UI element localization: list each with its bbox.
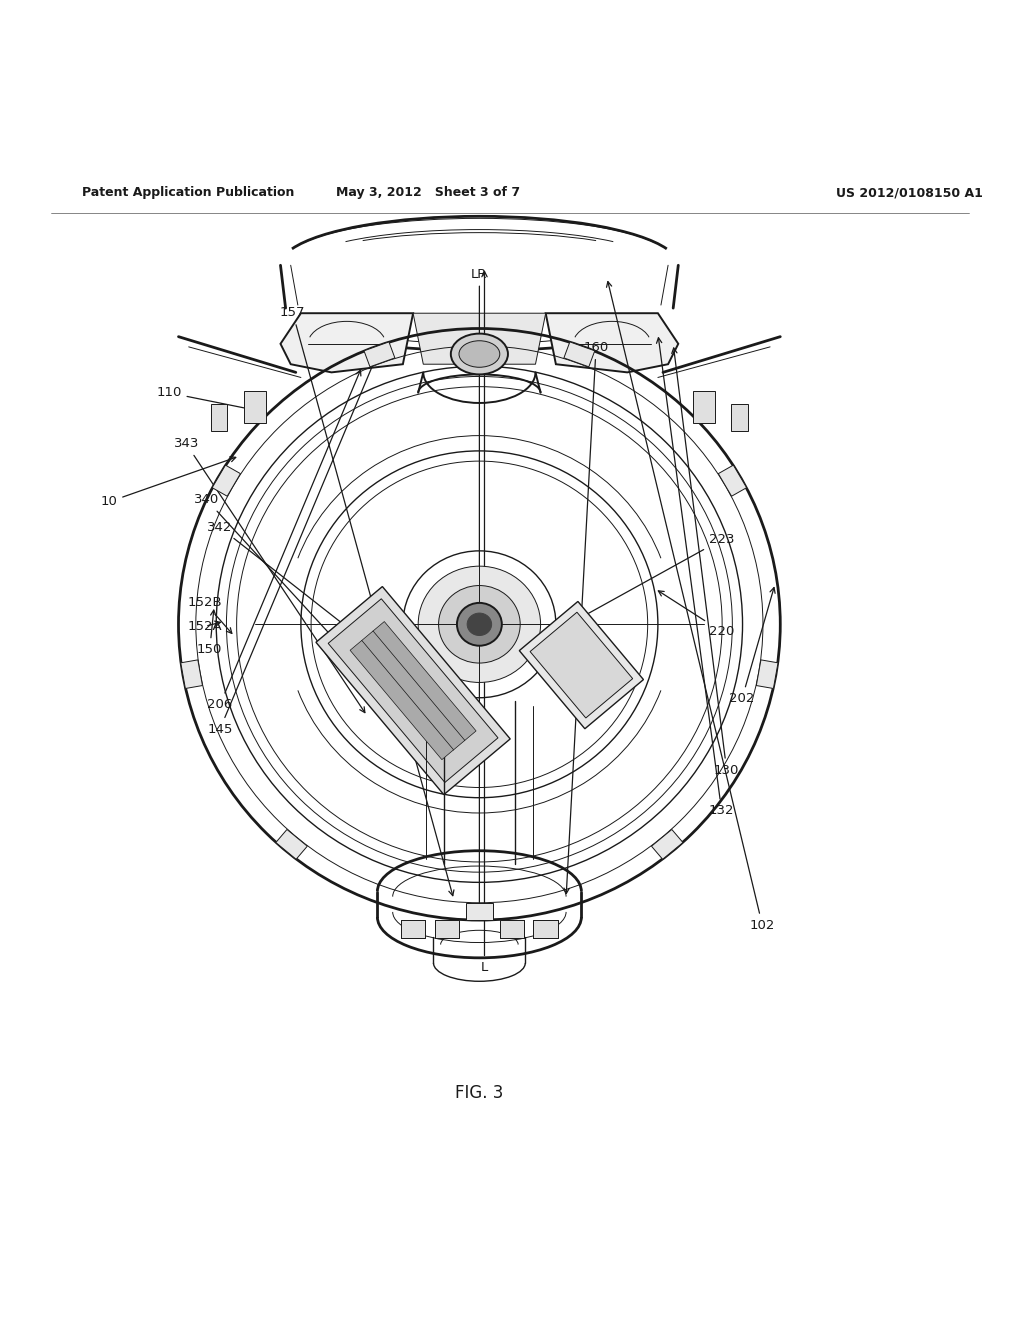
Text: 160: 160: [564, 341, 608, 894]
Polygon shape: [757, 660, 778, 689]
Text: 150: 150: [197, 610, 222, 656]
Ellipse shape: [457, 603, 502, 645]
Polygon shape: [651, 829, 683, 859]
Polygon shape: [181, 660, 203, 689]
Polygon shape: [373, 622, 476, 741]
Text: 152A: 152A: [187, 620, 222, 632]
Polygon shape: [692, 391, 715, 424]
Text: 220: 220: [658, 591, 734, 638]
Text: 10: 10: [100, 457, 236, 508]
Polygon shape: [212, 465, 241, 496]
Text: May 3, 2012   Sheet 3 of 7: May 3, 2012 Sheet 3 of 7: [336, 186, 520, 199]
Ellipse shape: [459, 341, 500, 367]
Text: 340: 340: [194, 494, 370, 677]
Polygon shape: [564, 342, 595, 367]
Text: L: L: [481, 272, 488, 974]
Polygon shape: [731, 404, 748, 430]
Polygon shape: [718, 465, 746, 496]
Polygon shape: [466, 903, 493, 920]
Polygon shape: [211, 404, 227, 430]
Text: 102: 102: [606, 281, 775, 932]
Polygon shape: [500, 920, 524, 939]
Text: US 2012/0108150 A1: US 2012/0108150 A1: [837, 186, 983, 199]
Text: 223: 223: [540, 533, 734, 640]
Text: 206: 206: [207, 370, 360, 711]
Ellipse shape: [451, 334, 508, 375]
Text: 157: 157: [280, 306, 454, 896]
Text: 110: 110: [157, 387, 266, 414]
Polygon shape: [281, 313, 413, 372]
Text: LR: LR: [471, 268, 487, 917]
Ellipse shape: [418, 566, 541, 682]
Text: 343: 343: [173, 437, 365, 713]
Polygon shape: [328, 599, 498, 783]
Polygon shape: [434, 920, 459, 939]
Polygon shape: [350, 640, 454, 759]
Polygon shape: [519, 602, 643, 729]
Text: 202: 202: [729, 587, 775, 705]
Polygon shape: [546, 313, 678, 372]
Text: 132: 132: [656, 338, 734, 817]
Polygon shape: [361, 631, 465, 750]
Text: 145: 145: [207, 358, 376, 735]
Polygon shape: [530, 612, 633, 718]
Polygon shape: [400, 920, 425, 939]
Polygon shape: [364, 342, 395, 367]
Text: 130: 130: [672, 348, 739, 776]
Polygon shape: [316, 586, 510, 795]
Polygon shape: [534, 920, 558, 939]
Text: Patent Application Publication: Patent Application Publication: [82, 186, 294, 199]
Ellipse shape: [467, 612, 492, 635]
Text: FIG. 3: FIG. 3: [456, 1085, 504, 1102]
Ellipse shape: [438, 586, 520, 663]
Ellipse shape: [178, 329, 780, 920]
Polygon shape: [275, 829, 307, 859]
Text: 152B: 152B: [187, 597, 231, 634]
Text: 342: 342: [207, 521, 379, 652]
Polygon shape: [244, 391, 266, 424]
Polygon shape: [413, 313, 546, 364]
